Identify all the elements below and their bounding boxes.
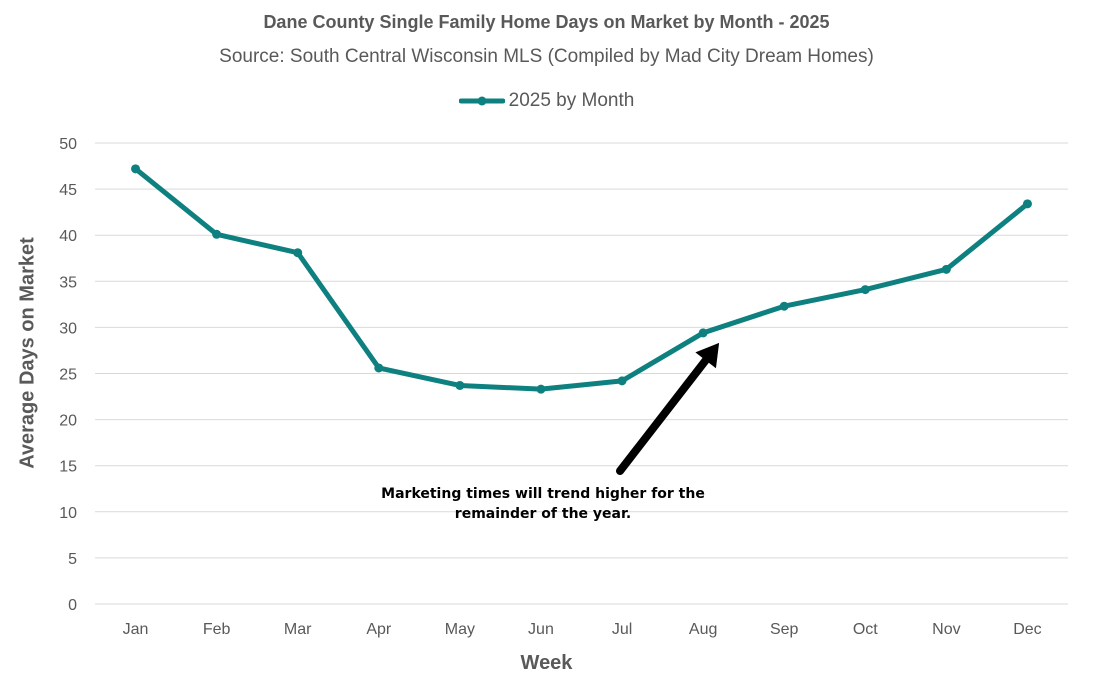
annotation-arrow-head <box>695 342 720 369</box>
y-tick-label: 40 <box>59 228 77 245</box>
x-tick-label: Aug <box>689 621 717 638</box>
y-tick-label: 0 <box>68 597 77 614</box>
x-tick-label: Jul <box>612 621 632 638</box>
y-tick-label: 10 <box>59 505 77 522</box>
data-point <box>455 380 465 390</box>
legend-label: 2025 by Month <box>508 90 635 111</box>
y-tick-label: 35 <box>59 274 77 291</box>
x-axis-label: Week <box>520 652 573 674</box>
data-point <box>1022 199 1032 209</box>
x-tick-label: Jun <box>528 621 554 638</box>
chart-title: Dane County Single Family Home Days on M… <box>263 12 830 32</box>
data-point <box>131 164 141 174</box>
annotation-text: remainder of the year. <box>455 506 631 522</box>
annotation-arrow-shaft <box>616 356 710 475</box>
x-tick-label: Dec <box>1013 621 1041 638</box>
annotation-text: Marketing times will trend higher for th… <box>381 486 705 502</box>
y-tick-label: 20 <box>59 413 77 430</box>
data-point <box>941 264 951 274</box>
legend: 2025 by Month <box>0 90 1093 112</box>
chart-subtitle: Source: South Central Wisconsin MLS (Com… <box>219 46 874 67</box>
x-tick-label: Oct <box>853 621 878 638</box>
data-point <box>212 229 222 239</box>
x-tick-label: Jan <box>123 621 149 638</box>
y-tick-label: 50 <box>59 136 77 153</box>
data-point <box>536 384 546 394</box>
y-tick-label: 30 <box>59 320 77 337</box>
y-tick-label: 5 <box>68 551 77 568</box>
data-point <box>293 248 303 258</box>
data-point <box>860 285 870 295</box>
x-tick-label: Sep <box>770 621 799 638</box>
x-tick-label: Mar <box>284 621 312 638</box>
data-point <box>698 328 708 338</box>
x-tick-label: Apr <box>366 621 392 638</box>
data-point <box>374 363 384 373</box>
y-tick-label: 45 <box>59 182 77 199</box>
data-point <box>779 301 789 311</box>
x-tick-label: Nov <box>932 621 960 638</box>
y-tick-label: 25 <box>59 367 77 384</box>
x-tick-label: May <box>445 621 475 638</box>
x-tick-label: Feb <box>203 621 231 638</box>
series-line <box>133 166 1030 392</box>
y-tick-label: 15 <box>59 459 77 476</box>
legend-line-marker <box>458 96 505 106</box>
data-point <box>617 376 627 386</box>
